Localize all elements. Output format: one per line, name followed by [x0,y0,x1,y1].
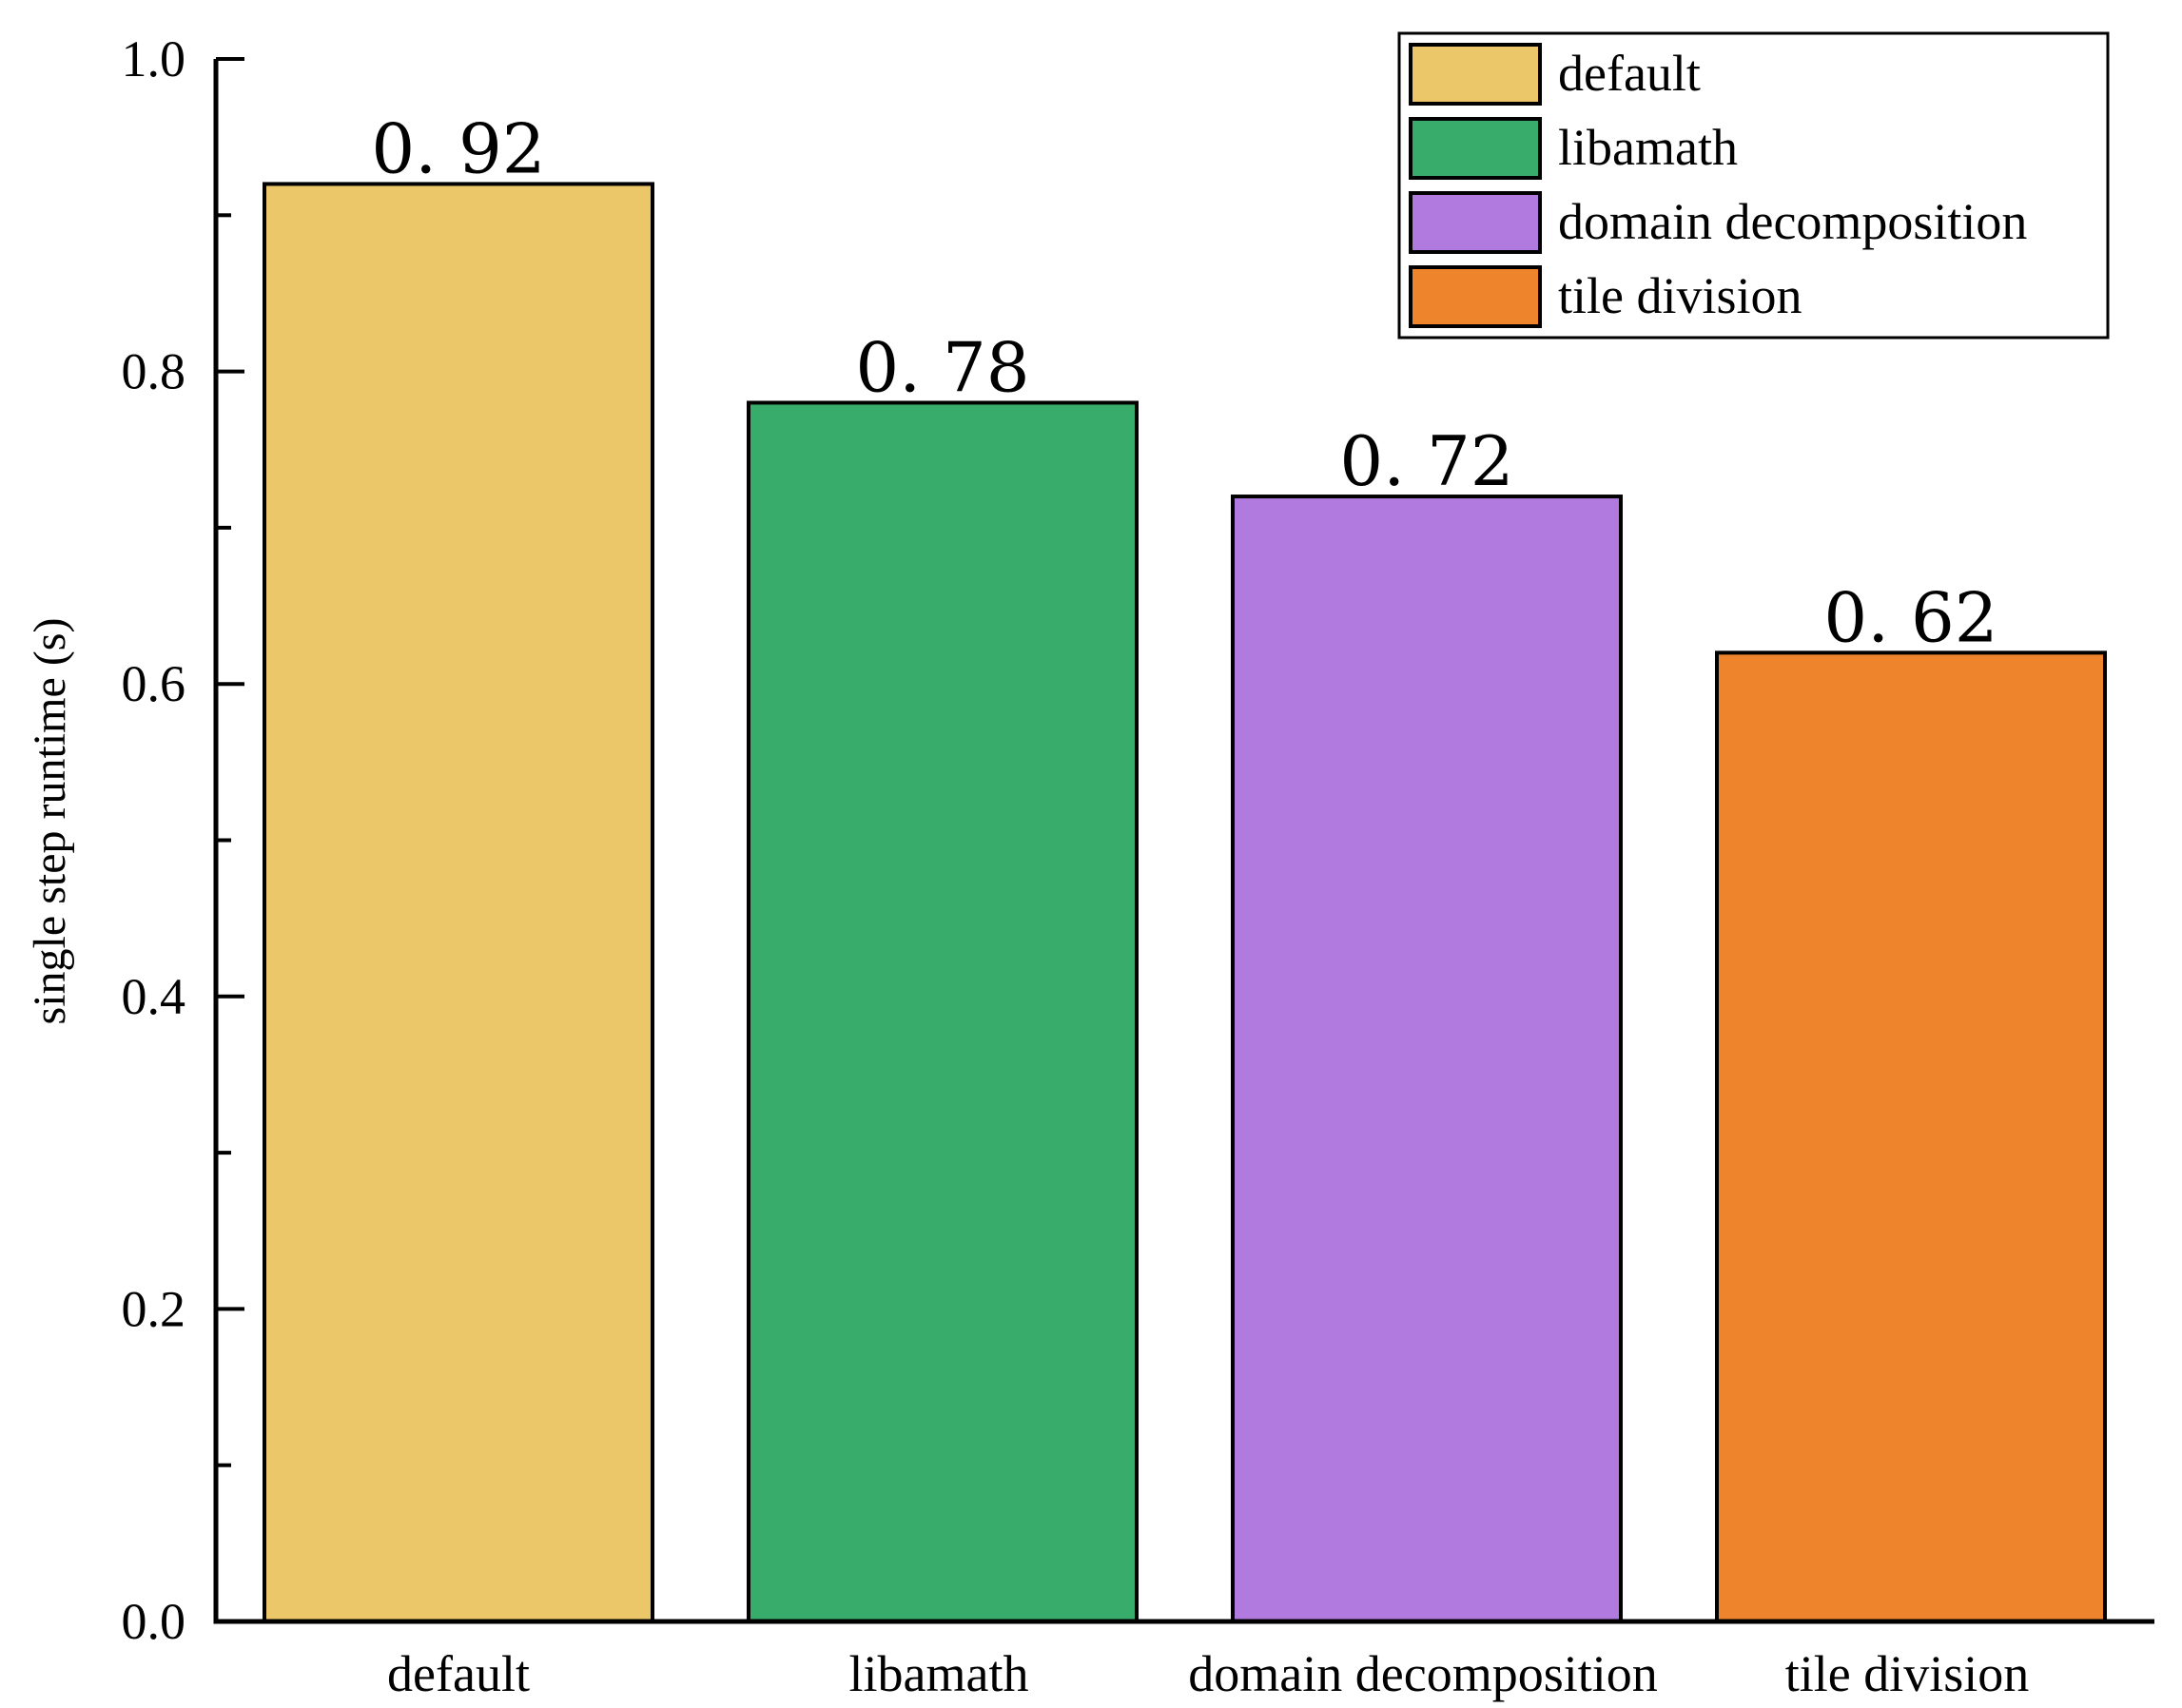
value-label: 0. 92 [371,108,545,188]
value-label: 0. 62 [1823,577,1997,657]
x-category-label: default [387,1645,530,1702]
bars-layer [263,182,2107,1624]
legend-label: tile division [1558,267,1802,324]
legend-label: domain decomposition [1558,193,2027,250]
y-ticks: 0.0 0.2 0.4 0.6 0.8 1.0 [122,30,244,1650]
x-category-label: libamath [849,1645,1029,1702]
bar-default [263,182,654,1624]
y-tick-label: 0.6 [122,655,186,712]
legend-label: libamath [1558,119,1738,176]
legend-label: default [1558,45,1701,102]
value-labels-layer: 0. 92 0. 78 0. 72 0. 62 [371,108,1997,657]
legend-swatch [1409,191,1542,254]
legend: default libamath domain decomposition tile … [1397,31,2110,340]
legend-swatch [1409,265,1542,328]
y-tick-label: 0.0 [122,1593,186,1650]
y-tick-label: 0.2 [122,1280,186,1337]
bar-tile-division [1715,650,2107,1623]
bar-domain-decomposition [1231,495,1623,1623]
x-category-labels: default libamath domain decomposition tile … [387,1645,2029,1702]
y-tick-label: 0.4 [122,968,186,1025]
legend-swatch [1409,43,1542,106]
x-category-label: domain decomposition [1188,1645,1657,1702]
legend-swatch [1409,117,1542,180]
value-label: 0. 78 [855,327,1029,407]
y-axis-label: single step runtime (s) [25,618,75,1025]
value-label: 0. 72 [1339,421,1513,501]
y-tick-label: 1.0 [122,30,186,87]
bar-libamath [747,400,1139,1624]
x-category-label: tile division [1785,1645,2030,1702]
y-tick-label: 0.8 [122,343,186,400]
